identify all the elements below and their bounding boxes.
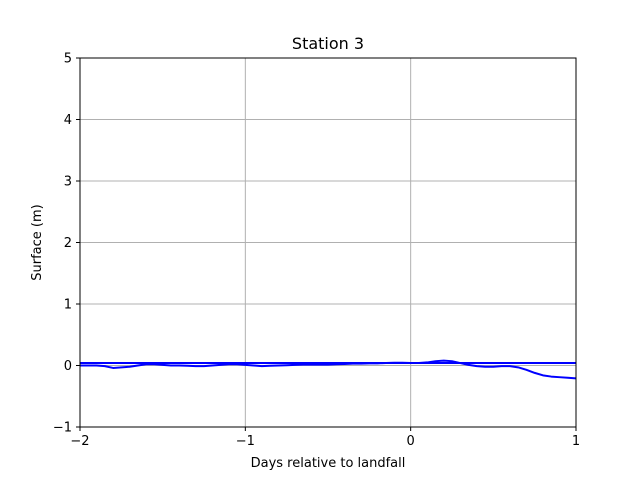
y-axis-label: Surface (m) <box>30 204 45 280</box>
x-tick-label: −1 <box>236 434 255 449</box>
series-group <box>80 359 577 380</box>
y-tick-label: 3 <box>64 175 72 190</box>
x-tick-label: 1 <box>572 434 580 449</box>
y-tick-label: 5 <box>64 52 72 67</box>
y-tick-label: 2 <box>64 236 72 251</box>
y-tick-label: 1 <box>64 298 72 313</box>
y-tick-label: 0 <box>64 359 72 374</box>
y-tick-label: 4 <box>64 113 72 128</box>
x-tick-label: −2 <box>70 434 89 449</box>
x-axis-label: Days relative to landfall <box>251 456 406 471</box>
y-tick-label: −1 <box>53 421 72 436</box>
x-tick-label: 0 <box>407 434 415 449</box>
series-line-surface <box>80 359 577 380</box>
chart-title: Station 3 <box>292 34 364 53</box>
